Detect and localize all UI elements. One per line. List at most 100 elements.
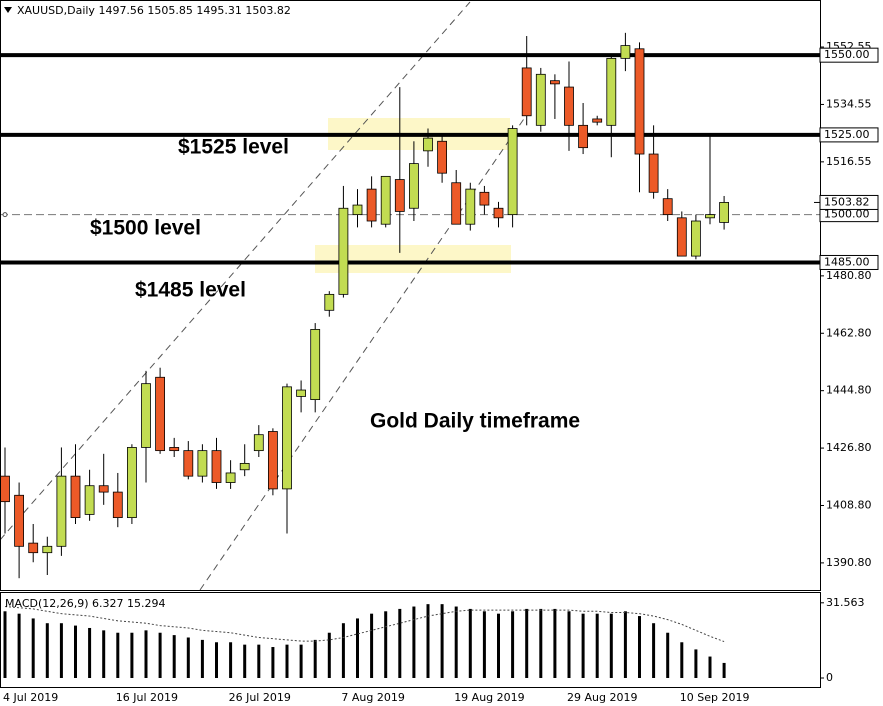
candle-body xyxy=(112,491,123,519)
candle-body xyxy=(310,329,321,401)
candle-body xyxy=(578,124,588,149)
macd-bar xyxy=(525,608,529,678)
candle-body xyxy=(479,191,490,206)
candle-body xyxy=(127,447,137,519)
level-label-box xyxy=(819,127,879,143)
level-label: 1550.00 xyxy=(824,48,870,61)
macd-bar xyxy=(482,611,486,678)
candle-body xyxy=(324,293,335,311)
macd-bar xyxy=(595,613,599,678)
candle-body xyxy=(437,140,448,174)
annotation: $1525 level xyxy=(178,136,289,159)
candle-body xyxy=(14,494,25,547)
y-tick-label: 1516.55 xyxy=(826,155,872,168)
candle-body xyxy=(239,462,250,471)
x-tick-label: 26 Jul 2019 xyxy=(229,691,291,704)
annotation: $1500 level xyxy=(90,217,201,240)
level-label-box xyxy=(819,47,879,63)
candle-body xyxy=(56,475,67,547)
candle-body xyxy=(225,472,236,483)
macd-bar xyxy=(327,632,331,678)
level-marker xyxy=(2,212,8,218)
macd-bar xyxy=(299,644,303,678)
macd-panel-frame xyxy=(0,592,821,688)
macd-bar xyxy=(144,630,148,678)
candle-body xyxy=(691,220,701,257)
level-label: 1525.00 xyxy=(824,128,870,141)
candle-body xyxy=(267,431,278,490)
macd-bar xyxy=(74,625,77,678)
candle-body xyxy=(42,545,53,554)
macd-bar xyxy=(313,639,317,678)
price-panel-frame xyxy=(0,0,821,591)
candle-body xyxy=(507,128,518,216)
candle-body xyxy=(211,450,222,483)
y-tick-label: 1480.80 xyxy=(826,269,872,282)
y-tick-label: 0 xyxy=(826,671,833,684)
macd-bar xyxy=(581,613,585,678)
x-tick-label: 16 Jul 2019 xyxy=(116,691,178,704)
candle-body xyxy=(380,175,391,225)
candle-body xyxy=(451,182,462,225)
level-label-box xyxy=(819,254,879,270)
candle-body xyxy=(0,475,10,503)
macd-bar xyxy=(708,656,712,678)
candle-body xyxy=(564,86,574,126)
macd-bar xyxy=(172,635,176,678)
macd-bar xyxy=(666,632,670,678)
x-tick-label: 7 Aug 2019 xyxy=(341,691,404,704)
candle-body xyxy=(705,214,715,219)
candle-body xyxy=(84,485,95,515)
macd-bar xyxy=(680,642,684,678)
dashed-level-label: 1500.00 xyxy=(824,208,870,221)
chart-title: XAUUSD,Daily 1497.56 1505.85 1495.31 150… xyxy=(17,4,291,17)
candle-body xyxy=(296,389,307,397)
menu-arrow[interactable] xyxy=(4,7,12,13)
annotation: Gold Daily timeframe xyxy=(370,410,580,433)
candle-body xyxy=(662,198,673,216)
candle-body xyxy=(620,45,631,59)
candle-body xyxy=(70,475,81,519)
y-tick-label: 1408.80 xyxy=(826,498,872,511)
y-tick-label: 1462.80 xyxy=(826,326,872,339)
macd-bar xyxy=(398,608,402,678)
x-tick-label: 10 Sep 2019 xyxy=(680,691,750,704)
macd-bar xyxy=(59,623,63,678)
macd-bar xyxy=(553,608,557,678)
y-tick-label: 1534.55 xyxy=(826,97,872,110)
candle-body xyxy=(28,542,39,554)
candle-body xyxy=(550,80,560,85)
macd-bar xyxy=(539,608,543,678)
macd-bar xyxy=(3,611,7,678)
candle-body xyxy=(253,434,264,452)
macd-bar xyxy=(567,611,571,678)
plot-area xyxy=(0,32,820,678)
candle-body xyxy=(394,179,405,212)
last-price-label: 1503.82 xyxy=(824,195,870,208)
y-tick-label: 31.563 xyxy=(826,596,865,609)
level-label: 1485.00 xyxy=(824,255,870,268)
y-tick-label: 1444.80 xyxy=(826,384,872,397)
y-tick-label: 1426.80 xyxy=(826,441,872,454)
macd-bar xyxy=(497,613,500,678)
candle-body xyxy=(521,67,532,117)
macd-bar xyxy=(243,644,247,678)
macd-title: MACD(12,26,9) 6.327 15.294 xyxy=(5,597,166,610)
x-tick-label: 4 Jul 2019 xyxy=(3,691,58,704)
annotation: $1485 level xyxy=(135,279,246,302)
macd-bar xyxy=(623,611,627,678)
macd-bar xyxy=(17,613,21,678)
macd-bar xyxy=(468,608,472,678)
candle-body xyxy=(155,376,166,452)
macd-bar xyxy=(609,613,613,678)
candle-body xyxy=(169,447,180,452)
macd-bar xyxy=(384,611,388,678)
candle-body xyxy=(423,137,433,152)
macd-bar xyxy=(454,606,458,678)
candle-body xyxy=(634,48,645,155)
macd-bar xyxy=(694,649,698,678)
macd-bar xyxy=(370,613,374,678)
macd-bar xyxy=(215,642,218,678)
